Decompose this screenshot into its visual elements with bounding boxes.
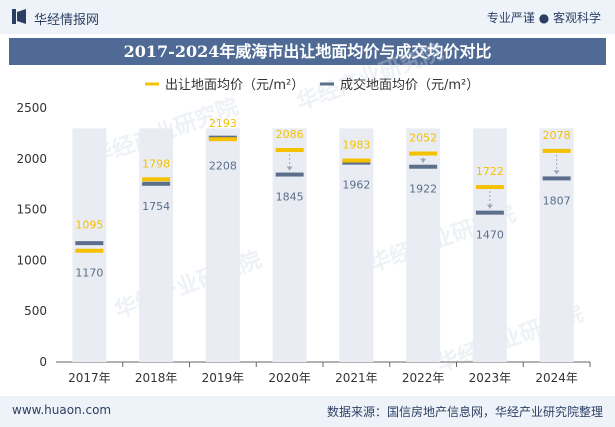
series2-marker xyxy=(342,160,371,165)
series1-marker xyxy=(275,148,304,153)
x-tick-label: 2017年 xyxy=(68,371,111,385)
series2-marker xyxy=(542,176,571,181)
footer-bar: www.huaon.com 数据来源：国信房地产信息网，华经产业研究院整理 xyxy=(0,396,615,427)
brand-name: 华经情报网 xyxy=(34,13,100,28)
series1-marker xyxy=(208,137,237,142)
series1-marker xyxy=(142,177,171,182)
footer-source: 数据来源：国信房地产信息网，华经产业研究院整理 xyxy=(326,405,603,419)
y-tick-label: 1500 xyxy=(16,203,47,217)
series2-marker xyxy=(75,241,104,246)
x-tick-label: 2024年 xyxy=(535,371,578,385)
series1-value-label: 2086 xyxy=(276,128,304,141)
series1-value-label: 1722 xyxy=(476,165,504,178)
brand-logo-icon xyxy=(12,9,26,24)
series2-marker xyxy=(475,210,504,215)
series2-marker xyxy=(142,181,171,186)
connector-arrow xyxy=(420,158,427,163)
series2-value-label: 2208 xyxy=(209,160,237,173)
connector-arrow xyxy=(486,204,493,209)
connector-arrow xyxy=(286,166,293,171)
category-band xyxy=(72,128,107,362)
chart-title-bar: 2017-2024年威海市出让地面均价与成交均价对比 xyxy=(9,38,606,65)
series1-marker xyxy=(475,185,504,190)
series2-value-label: 1962 xyxy=(342,179,370,192)
y-tick-label: 1000 xyxy=(16,253,47,267)
series1-marker xyxy=(75,248,104,253)
series1-marker xyxy=(542,148,571,153)
category-band xyxy=(472,128,507,362)
top-banner: 华经情报网 专业严谨 ● 客观科学 xyxy=(0,0,615,34)
chart-title: 2017-2024年威海市出让地面均价与成交均价对比 xyxy=(123,42,492,61)
series2-value-label: 1170 xyxy=(75,267,103,280)
series2-value-label: 1754 xyxy=(142,200,170,213)
x-tick-label: 2022年 xyxy=(402,371,445,385)
series1-value-label: 2193 xyxy=(209,117,237,130)
series2-value-label: 1922 xyxy=(409,183,437,196)
series1-marker xyxy=(342,158,371,163)
x-tick-label: 2023年 xyxy=(469,371,512,385)
x-tick-label: 2018年 xyxy=(135,371,178,385)
series2-marker xyxy=(275,172,304,177)
footer-website: www.huaon.com xyxy=(12,403,112,417)
series2-value-label: 1807 xyxy=(543,194,571,207)
series2-value-label: 1470 xyxy=(476,229,504,242)
tagline: 专业严谨 ● 客观科学 xyxy=(486,11,601,25)
category-band xyxy=(205,128,240,362)
y-tick-label: 500 xyxy=(24,304,47,318)
legend: 出让地面均价（元/m²） 成交地面均价（元/m²） xyxy=(145,77,479,93)
category-band xyxy=(406,128,441,362)
series1-value-label: 1095 xyxy=(75,219,103,232)
category-band xyxy=(139,128,174,362)
watermark-text: 华经产业研究院 xyxy=(111,247,265,324)
series1-value-label: 1798 xyxy=(142,157,170,170)
series2-marker xyxy=(409,164,438,169)
legend-label-1: 出让地面均价（元/m²） xyxy=(165,78,304,93)
y-tick-label: 2000 xyxy=(16,152,47,166)
x-tick-label: 2019年 xyxy=(202,371,245,385)
series1-value-label: 2052 xyxy=(409,132,437,145)
x-tick-label: 2021年 xyxy=(335,371,378,385)
x-tick-label: 2020年 xyxy=(268,371,311,385)
connector-arrow xyxy=(553,170,560,175)
y-tick-label: 0 xyxy=(39,355,47,369)
series2-value-label: 1845 xyxy=(276,191,304,204)
legend-label-2: 成交地面均价（元/m²） xyxy=(340,77,479,93)
y-tick-label: 2500 xyxy=(16,101,47,115)
series1-marker xyxy=(409,151,438,156)
series1-value-label: 1983 xyxy=(342,139,370,152)
category-band xyxy=(339,128,374,362)
series1-value-label: 2078 xyxy=(543,129,571,142)
